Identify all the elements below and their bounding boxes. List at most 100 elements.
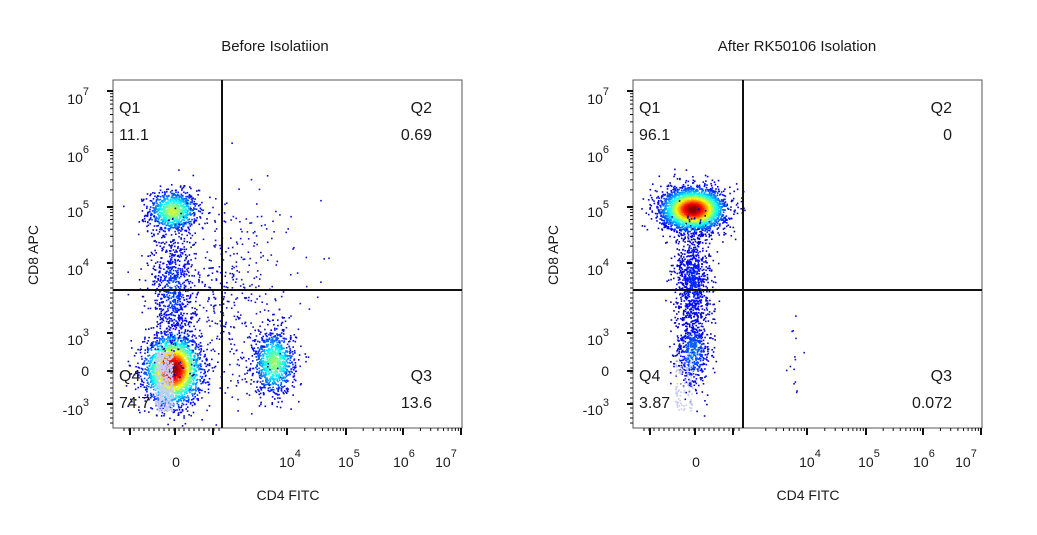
data-point	[174, 342, 177, 345]
data-point	[154, 262, 157, 264]
data-point	[188, 354, 190, 357]
data-point	[201, 389, 203, 392]
data-point	[272, 389, 275, 391]
data-point	[282, 386, 284, 388]
data-point	[164, 221, 166, 223]
data-point	[289, 338, 292, 340]
data-point	[266, 379, 268, 381]
data-point	[164, 346, 166, 348]
data-point	[169, 360, 171, 362]
data-point	[167, 202, 170, 205]
data-point	[256, 365, 258, 367]
data-point	[181, 386, 183, 389]
data-point	[172, 368, 175, 370]
data-point	[171, 339, 174, 341]
data-point	[284, 368, 287, 370]
data-point	[166, 264, 168, 266]
data-point	[155, 252, 157, 254]
data-point	[180, 328, 182, 330]
data-point	[185, 357, 188, 359]
data-point	[178, 211, 181, 213]
data-point	[185, 346, 187, 348]
data-point	[181, 396, 183, 399]
data-point	[161, 249, 163, 252]
data-point	[165, 317, 167, 319]
data-point	[189, 365, 191, 368]
data-point	[176, 321, 179, 323]
data-point	[181, 340, 183, 342]
data-point	[265, 340, 268, 343]
data-point	[173, 301, 175, 303]
data-point	[260, 369, 263, 372]
data-point	[173, 357, 176, 360]
data-point	[193, 243, 195, 246]
data-point	[184, 330, 187, 333]
data-point	[267, 323, 269, 326]
data-point	[257, 354, 259, 356]
data-point	[277, 324, 279, 327]
data-point	[153, 212, 156, 214]
data-point	[193, 208, 195, 210]
data-point	[192, 401, 194, 404]
data-point	[188, 282, 191, 285]
data-point	[269, 371, 271, 374]
data-point	[158, 241, 160, 244]
data-point	[274, 347, 277, 349]
data-point	[173, 197, 176, 199]
data-point	[261, 386, 264, 389]
data-point	[170, 335, 173, 337]
data-point	[269, 332, 272, 335]
data-point	[187, 357, 189, 359]
data-point	[269, 361, 272, 363]
data-point	[172, 249, 175, 251]
data-point	[148, 398, 150, 401]
data-point	[185, 408, 187, 410]
data-point	[195, 382, 197, 385]
data-point	[283, 338, 286, 340]
data-point	[177, 347, 179, 349]
data-point	[142, 220, 144, 223]
data-point	[202, 381, 205, 383]
data-point	[182, 368, 185, 371]
data-point	[193, 207, 195, 209]
data-point	[270, 376, 272, 378]
data-point	[151, 210, 154, 212]
data-point	[185, 390, 188, 393]
data-point	[187, 227, 190, 229]
data-point	[157, 372, 160, 374]
data-point	[291, 385, 294, 387]
data-point	[175, 199, 178, 201]
data-point	[193, 340, 196, 343]
data-point	[170, 250, 172, 252]
data-point	[174, 218, 177, 220]
data-point	[286, 379, 288, 381]
data-point	[180, 237, 182, 239]
data-point	[170, 313, 172, 315]
data-point	[164, 223, 166, 225]
data-point	[280, 388, 283, 390]
data-point	[184, 382, 187, 385]
data-point	[159, 279, 162, 282]
data-point	[153, 268, 156, 271]
data-point	[178, 365, 181, 368]
data-point	[168, 267, 170, 270]
data-point	[188, 414, 190, 416]
data-point	[188, 341, 190, 343]
data-point	[165, 251, 167, 253]
data-point	[158, 199, 160, 201]
data-point	[180, 284, 182, 286]
data-point	[193, 382, 195, 384]
data-point	[169, 344, 171, 346]
data-point	[158, 264, 161, 266]
data-point	[133, 355, 136, 357]
data-point	[272, 313, 274, 316]
data-point	[268, 337, 271, 339]
data-point	[180, 312, 182, 314]
data-point	[145, 198, 148, 200]
data-point	[163, 414, 165, 417]
data-point	[158, 342, 160, 345]
data-point	[190, 376, 193, 378]
data-point	[180, 393, 182, 395]
data-point	[277, 380, 279, 383]
data-point	[179, 389, 181, 391]
